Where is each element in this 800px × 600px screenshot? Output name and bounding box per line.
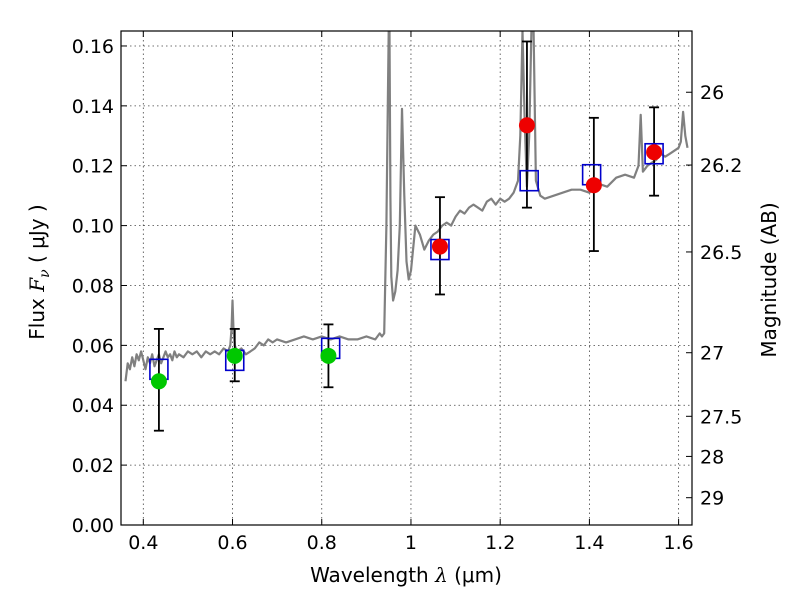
x-axis-label: Wavelength λ (μm) [310,563,502,587]
model-point [644,142,664,165]
y-tick-label: 0.04 [72,395,114,417]
y-tick-label: 0.00 [72,515,114,537]
y2-tick-label: 29 [700,488,724,510]
y-tick-label: 0.08 [72,275,114,297]
sed-series [124,31,689,382]
y2-tick-label: 27 [700,343,724,365]
y2-tick-label: 27.5 [700,406,742,428]
x-tick-label: 0.6 [217,532,247,554]
model-point [519,169,539,192]
x-tick-label: 0.8 [307,532,337,554]
x-tick-label: 0.4 [128,532,158,554]
y-tick-label: 0.12 [72,156,114,178]
observed-point [320,347,337,364]
y-axis-label: Flux Fν ( μJy ) [25,204,53,339]
observed-point [585,177,602,194]
y2-tick-label: 26.2 [700,155,742,177]
observed-point [150,373,167,390]
y-tick-label: 0.16 [72,36,114,58]
observed-point [518,117,535,134]
x-tick-labels: 0.4 0.6 0.8 1 1.2 1.4 1.6 [128,532,694,554]
observed-points [150,117,663,390]
y2-tick-label: 26 [700,82,724,104]
observed-point [431,238,448,255]
y-tick-label: 0.02 [72,455,114,477]
x-tick-label: 1 [405,532,417,554]
x-tick-label: 1.2 [485,532,515,554]
plot-frame [120,30,693,526]
grid [121,31,692,526]
observed-point [646,144,663,161]
ticks [121,31,692,526]
y-tick-label: 0.14 [72,96,114,118]
y-tick-label: 0.10 [72,216,114,238]
sed-line [124,31,689,382]
y2-axis-label: Magnitude (AB) [757,202,781,357]
y2-tick-label: 28 [700,446,724,468]
x-tick-label: 1.4 [574,532,604,554]
observed-point [226,347,243,364]
y2-tick-labels: 26 26.2 26.5 27 27.5 28 29 [700,82,742,509]
y-tick-label: 0.06 [72,335,114,357]
x-tick-label: 1.6 [664,532,694,554]
error-bars [153,40,660,432]
y2-tick-label: 26.5 [700,242,742,264]
y-tick-labels: 0.00 0.02 0.04 0.06 0.08 0.10 0.12 0.14 0.16 [72,36,114,537]
